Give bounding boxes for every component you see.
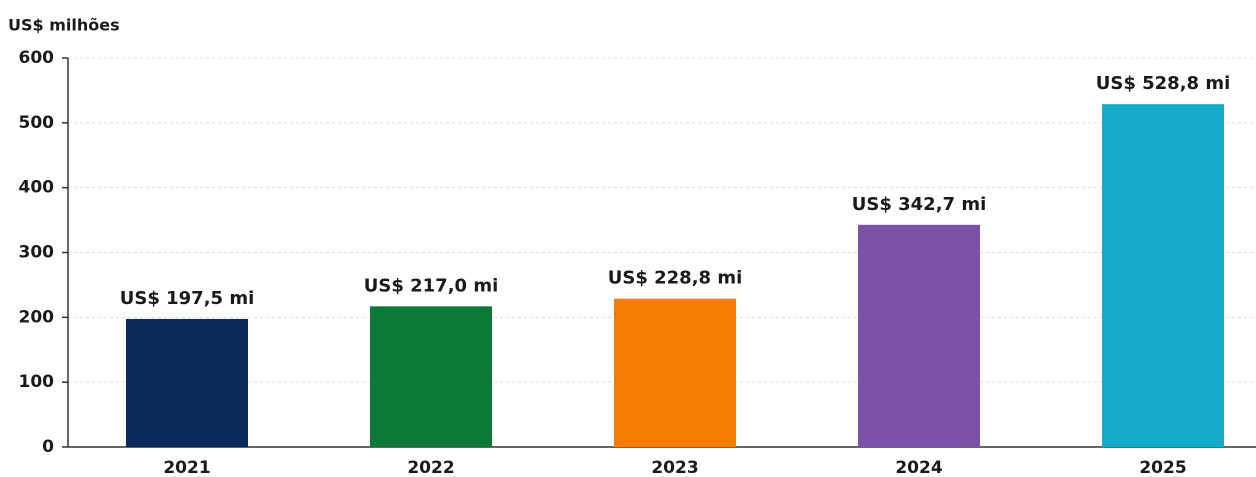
x-tick-label: 2024 bbox=[895, 458, 942, 477]
bar bbox=[1102, 104, 1224, 448]
y-tick-label: 0 bbox=[42, 437, 54, 457]
y-tick-label: 300 bbox=[19, 243, 55, 263]
x-tick-label: 2025 bbox=[1139, 458, 1186, 477]
x-tick-label: 2022 bbox=[407, 458, 454, 477]
value-label: US$ 342,7 mi bbox=[852, 194, 987, 215]
x-tick-label: 2021 bbox=[163, 458, 210, 477]
value-label: US$ 528,8 mi bbox=[1096, 73, 1231, 94]
x-tick-label: 2023 bbox=[651, 458, 698, 477]
bar bbox=[858, 224, 980, 447]
value-label: US$ 197,5 mi bbox=[120, 288, 255, 309]
y-axis-title: US$ milhões bbox=[8, 16, 120, 35]
bar bbox=[614, 298, 736, 447]
value-label: US$ 228,8 mi bbox=[608, 268, 743, 289]
y-tick-label: 400 bbox=[19, 178, 55, 198]
y-tick-label: 500 bbox=[19, 113, 55, 133]
y-tick-label: 600 bbox=[19, 48, 55, 68]
bar bbox=[370, 306, 492, 447]
y-tick-label: 100 bbox=[19, 372, 55, 392]
y-tick-label: 200 bbox=[19, 307, 55, 327]
bar bbox=[126, 318, 248, 447]
value-label: US$ 217,0 mi bbox=[364, 275, 499, 296]
